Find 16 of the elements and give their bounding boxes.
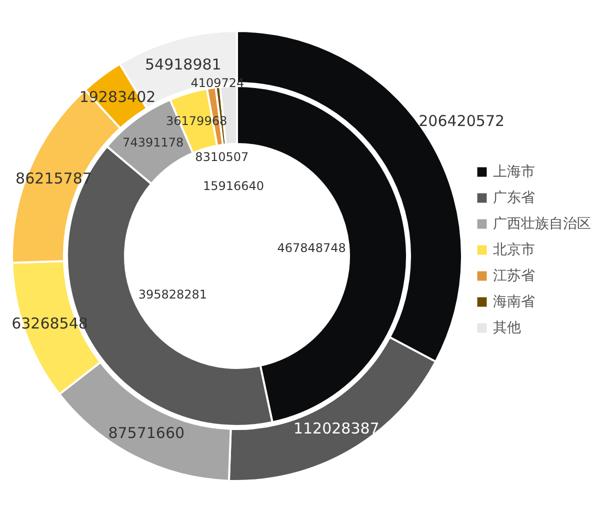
legend-label: 北京市 — [493, 242, 535, 258]
data-label: 87571660 — [108, 424, 185, 442]
data-label: 74391178 — [122, 136, 184, 150]
legend-label: 广东省 — [493, 190, 535, 206]
legend-label: 海南省 — [493, 294, 535, 310]
data-label: 15916640 — [202, 179, 264, 194]
data-label: 8310507 — [195, 150, 249, 164]
legend-label: 广西壮族自治区 — [493, 216, 591, 232]
legend-label: 上海市 — [493, 164, 535, 180]
data-label: 467848748 — [277, 241, 346, 256]
legend-label: 江苏省 — [493, 268, 535, 284]
data-label: 395828281 — [138, 288, 208, 302]
legend-label: 其他 — [493, 320, 521, 336]
data-label: 206420572 — [418, 112, 505, 130]
data-label: 112028387 — [293, 419, 380, 438]
data-label: 54918981 — [144, 55, 222, 74]
